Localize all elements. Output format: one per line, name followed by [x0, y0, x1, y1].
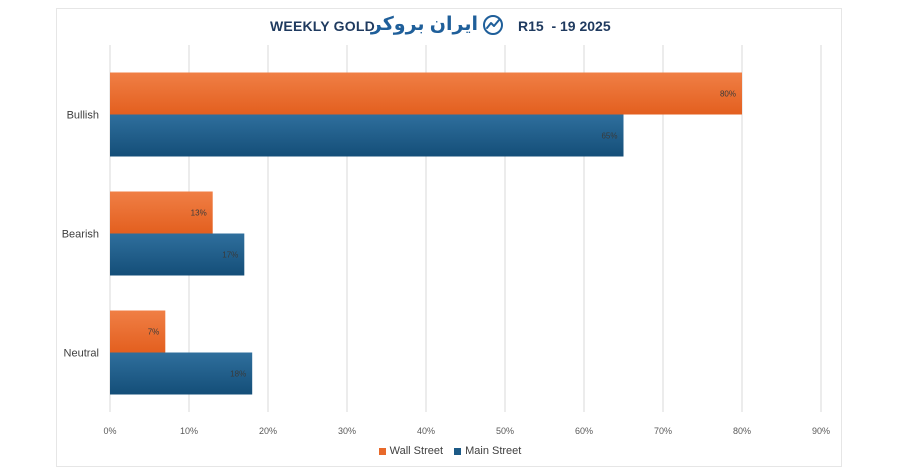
- axes: 0% 10% 20% 30% 40% 50% 60% 70% 80% 90% Bullish Bear…: [62, 110, 830, 437]
- x-tick-label: 30%: [338, 426, 356, 436]
- legend-label-main-street: Main Street: [465, 445, 522, 457]
- bar-main-street: [110, 114, 624, 157]
- category-label: Neutral: [64, 348, 99, 360]
- bar-main-street: [110, 352, 253, 395]
- category-label: Bearish: [62, 229, 99, 241]
- legend-label-wall-street: Wall Street: [389, 445, 444, 457]
- legend-item-wall-street: Wall Street: [378, 445, 444, 457]
- brand-name: ایران بروکر: [370, 14, 478, 35]
- data-label: 13%: [191, 209, 207, 218]
- chart-title-right: R15 - 19 2025: [518, 18, 611, 34]
- x-tick-label: 90%: [812, 426, 830, 436]
- chart-header: WEEKLY GOLD ایران بروکر R15 - 19 2025: [0, 12, 900, 40]
- x-tick-label: 60%: [575, 426, 593, 436]
- legend: Wall Street Main Street: [0, 445, 900, 458]
- legend-item-main-street: Main Street: [454, 445, 521, 457]
- chart-title-left: WEEKLY GOLD: [270, 18, 375, 34]
- x-tick-label: 20%: [259, 426, 277, 436]
- bars: [110, 72, 742, 395]
- bar-main-street: [110, 233, 245, 276]
- bar-wall-street: [110, 72, 742, 115]
- x-tick-label: 40%: [417, 426, 435, 436]
- data-label: 18%: [230, 370, 246, 379]
- category-label: Bullish: [67, 110, 99, 122]
- data-label: 17%: [222, 251, 238, 260]
- legend-swatch-main-street: [454, 447, 462, 455]
- x-tick-label: 80%: [733, 426, 751, 436]
- data-labels: 80% 65% 13% 17% 7% 18%: [148, 90, 736, 379]
- x-tick-label: 0%: [103, 426, 116, 436]
- data-label: 65%: [601, 132, 617, 141]
- data-label: 80%: [720, 90, 736, 99]
- trend-logo-icon: [483, 15, 503, 35]
- legend-swatch-wall-street: [378, 447, 386, 455]
- x-tick-label: 50%: [496, 426, 514, 436]
- x-tick-label: 10%: [180, 426, 198, 436]
- bar-wall-street: [110, 310, 166, 353]
- data-label: 7%: [148, 328, 160, 337]
- bar-wall-street: [110, 191, 213, 234]
- x-tick-label: 70%: [654, 426, 672, 436]
